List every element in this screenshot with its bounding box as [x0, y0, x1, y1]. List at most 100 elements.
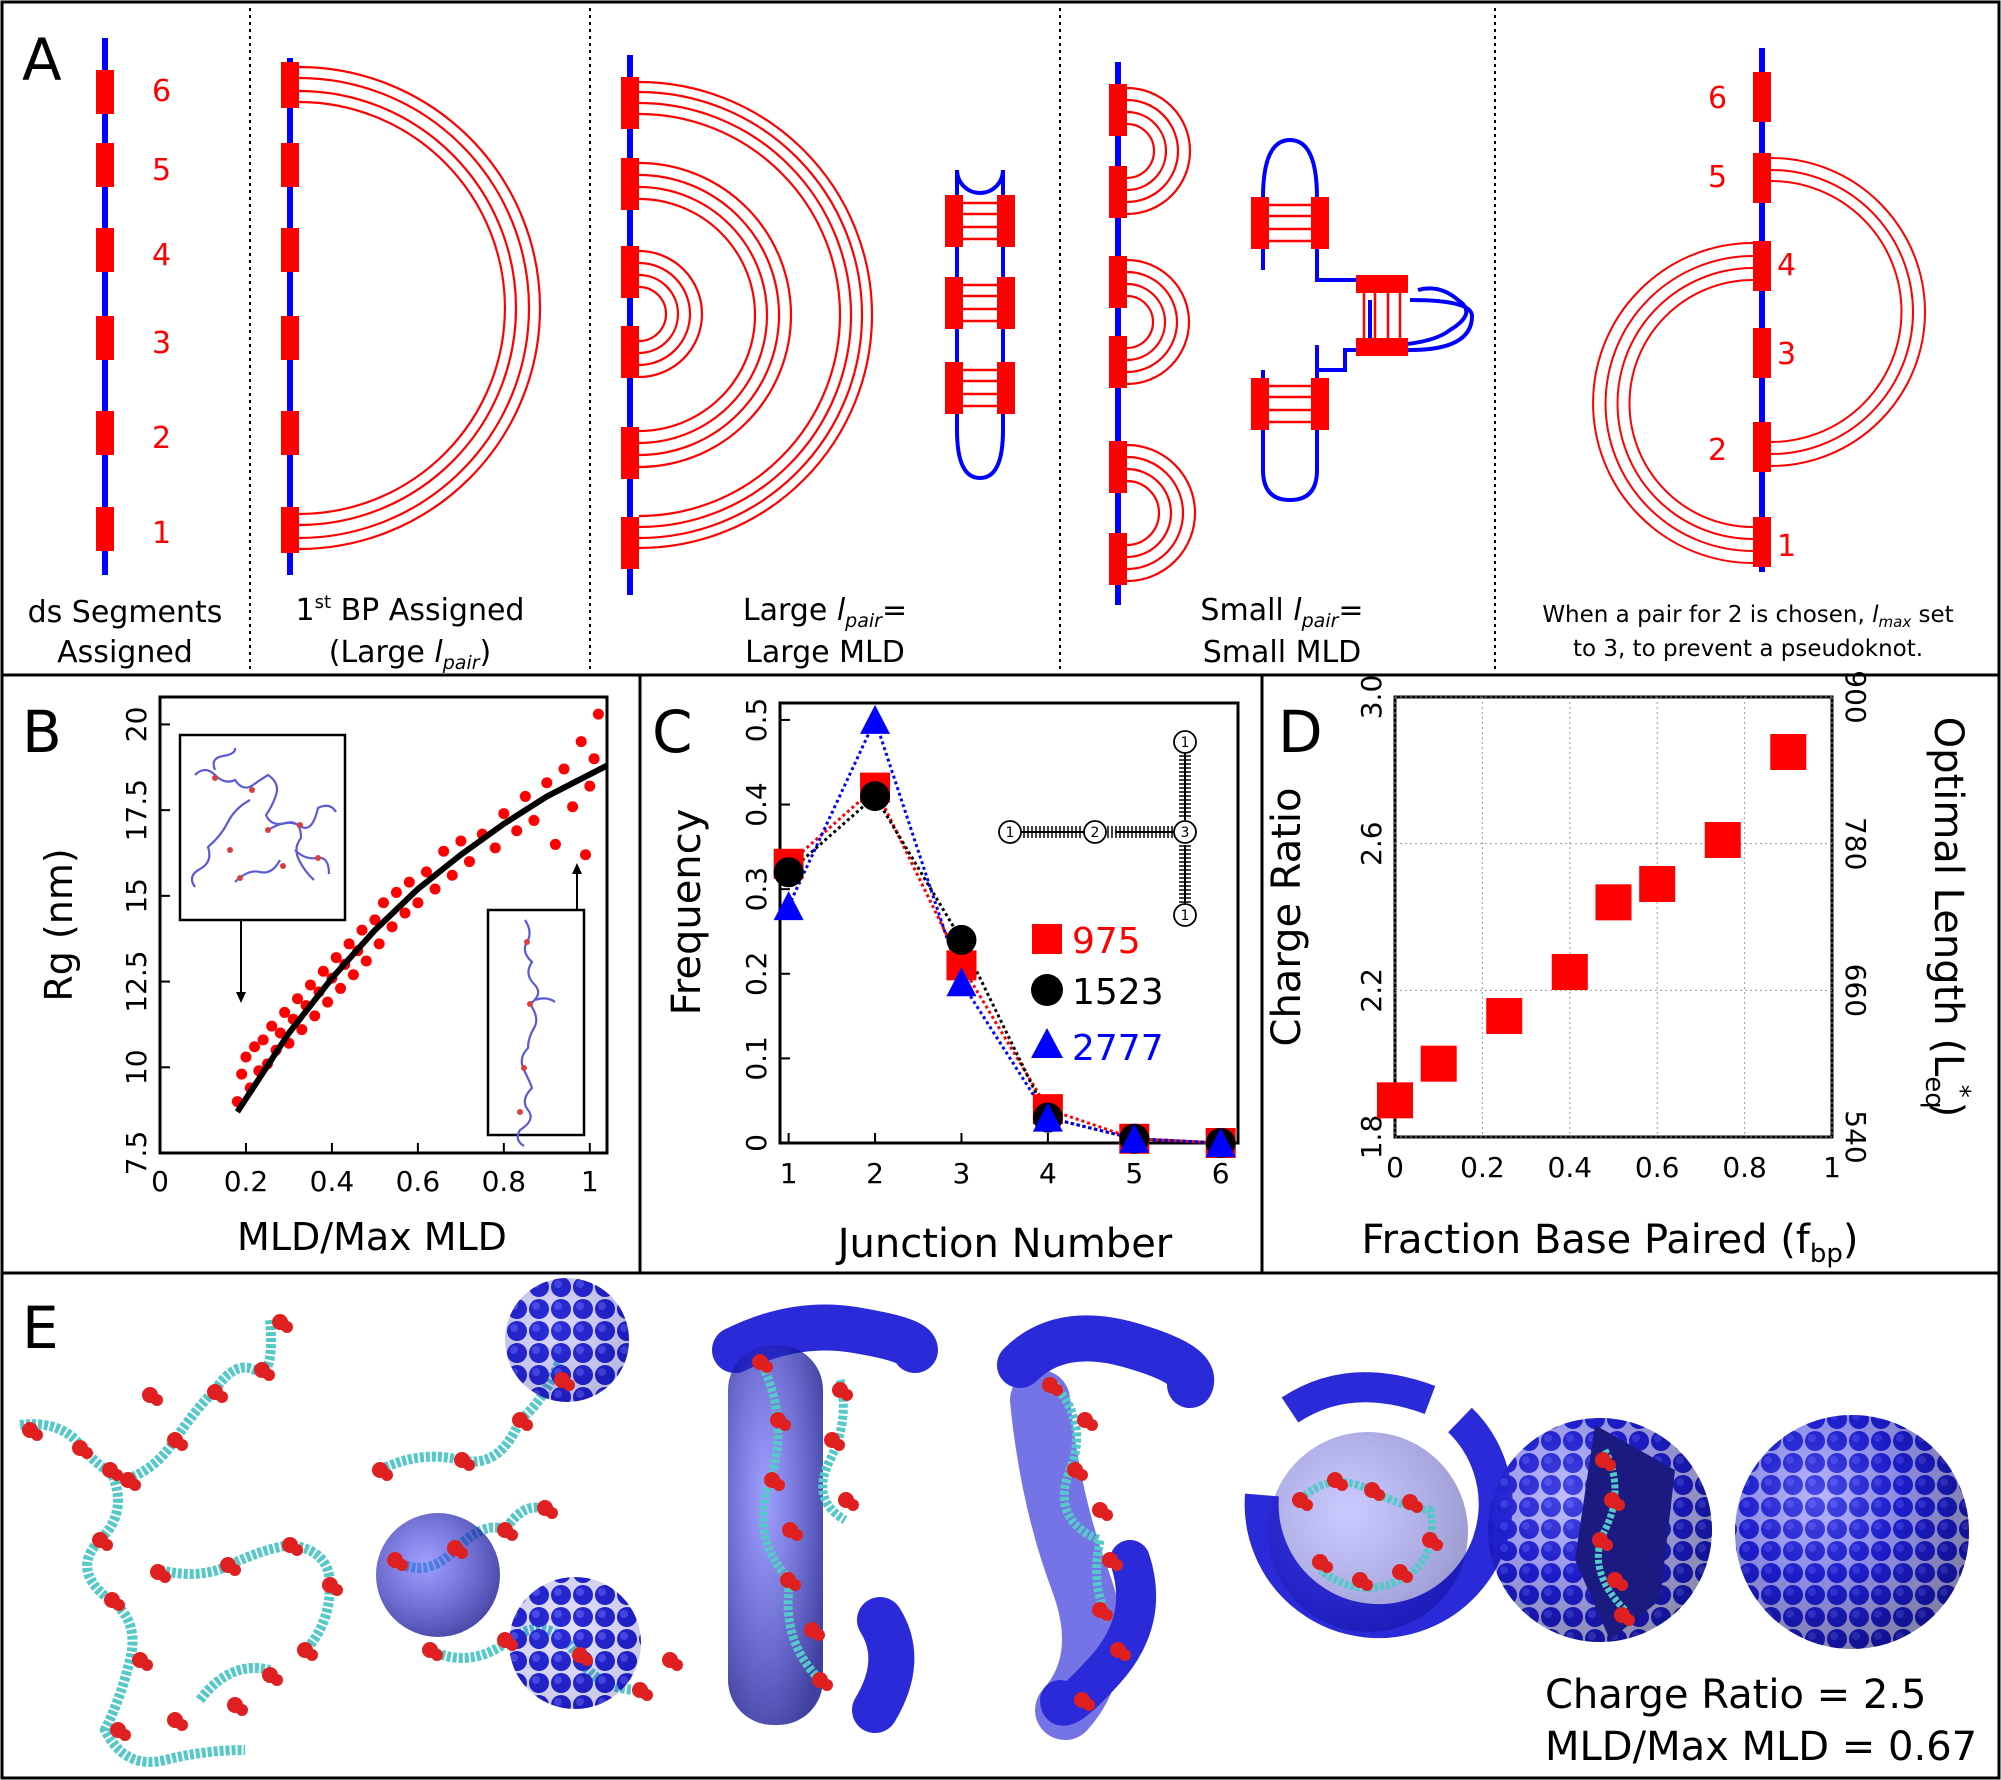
y-tick-label: 12.5: [120, 950, 153, 1012]
series-marker: [773, 857, 804, 888]
inset-node: 1: [1181, 735, 1190, 751]
data-point: [446, 869, 458, 881]
bead: [111, 1469, 123, 1481]
series-marker: [1119, 1123, 1150, 1153]
bead: [1604, 1459, 1616, 1471]
bead: [176, 1719, 188, 1731]
y-tick-label: 0.1: [740, 1036, 773, 1081]
y2-tick-label: 660: [1839, 964, 1872, 1017]
bead: [1101, 1609, 1113, 1621]
bead: [581, 1654, 593, 1666]
data-point: [322, 996, 334, 1008]
snapshot-open-capsid: [1244, 1372, 1513, 1639]
segment-number: 5: [1708, 160, 1727, 195]
bead: [833, 1439, 845, 1451]
segment-number: 6: [152, 74, 171, 109]
b-xlabel: MLD/Max MLD: [237, 1215, 507, 1259]
d-xlabel: Fraction Base Paired (fbp): [1361, 1217, 1858, 1269]
segment-number: 4: [152, 238, 171, 273]
y-tick-label: 10: [120, 1049, 153, 1085]
c-xlabel: Junction Number: [835, 1221, 1173, 1267]
caption-pseudoknot-2: to 3, to prevent a pseudoknot.: [1573, 636, 1923, 662]
data-point: [343, 938, 355, 950]
bead: [306, 1649, 318, 1661]
legend-2777: 2777: [1072, 1028, 1164, 1069]
d-y2label: Optimal Length (Leq*): [1919, 717, 1975, 1118]
bead: [159, 1571, 171, 1583]
series-marker: [773, 891, 804, 921]
series-marker: [1205, 1128, 1236, 1157]
data-point: [549, 838, 561, 850]
legend-1523: 1523: [1072, 972, 1164, 1013]
c-ticks: 1 2 3 4 5 6 0 0.1 0.2 0.3 0.4 0.5: [740, 698, 1230, 1190]
series-line: [787, 785, 1221, 1145]
data-point: [257, 1034, 269, 1046]
x-tick-label: 3: [953, 1157, 971, 1190]
fit-curve: [234, 762, 609, 1114]
y-tick-label: 15: [120, 878, 153, 914]
panel-a-dividers: [249, 8, 1496, 670]
bead: [81, 1447, 93, 1459]
bead: [1601, 1539, 1613, 1551]
data-point: [463, 856, 475, 868]
bead: [506, 1529, 518, 1541]
bead: [521, 1419, 533, 1431]
d-ylabel: Charge Ratio: [1264, 788, 1310, 1047]
data-point: [455, 835, 467, 847]
data-point: [558, 763, 570, 775]
bead: [236, 1704, 248, 1716]
y2-tick-label: 780: [1839, 817, 1872, 870]
bead: [506, 1639, 518, 1651]
bead: [281, 1321, 293, 1333]
data-point: [1420, 1045, 1457, 1082]
y-tick-label: 20: [120, 707, 153, 743]
bead: [847, 1499, 859, 1511]
caption-large-mld: Large MLD: [745, 635, 905, 670]
bead: [113, 1599, 125, 1611]
plot-frame: [158, 695, 609, 1155]
panel-letter-b: B: [22, 698, 62, 766]
y-tick-label: 0.5: [740, 698, 773, 743]
first-bp-assigned-diagram: 1st BP Assigned (Large lpair): [281, 58, 542, 674]
segment-number: 3: [152, 326, 171, 361]
bead: [1623, 1614, 1635, 1626]
bead: [1616, 1579, 1628, 1591]
y-tick-label: 2.6: [1355, 821, 1388, 866]
data-point: [274, 1027, 286, 1039]
data-point: [567, 801, 579, 813]
segment-number: 4: [1777, 248, 1796, 283]
data-point: [1551, 954, 1588, 990]
bead: [176, 1439, 188, 1451]
data-point: [399, 907, 411, 919]
bead: [1086, 1419, 1098, 1431]
inset-node: 1: [1181, 908, 1190, 924]
snapshot-elongated-1: [712, 1304, 938, 1733]
inset-branched-molecule: [178, 733, 347, 1003]
data-point: [592, 708, 604, 720]
y-tick-label: 0: [740, 1134, 773, 1152]
d-ticks: 0 0.2 0.4 0.6 0.8 1 1.8 540 2.2 660 2.6 780 3.0 900: [1355, 670, 1872, 1184]
data-point: [304, 979, 316, 991]
y-tick-label: 1.8: [1355, 1115, 1388, 1160]
bead: [841, 1389, 853, 1401]
y-tick-label: 17.5: [120, 779, 153, 841]
bead: [1321, 1561, 1333, 1573]
bead: [761, 1361, 773, 1373]
x-tick-label: 0.2: [224, 1165, 269, 1198]
bead: [1301, 1499, 1313, 1511]
series-marker: [860, 781, 891, 812]
data-point: [519, 790, 531, 802]
x-tick-label: 0.4: [1548, 1151, 1593, 1184]
bead: [821, 1679, 833, 1691]
inset-node: 2: [1091, 825, 1100, 841]
three-way-junction: [1261, 137, 1475, 503]
data-point: [378, 897, 389, 909]
panel-letter-a: A: [22, 26, 62, 94]
snapshot-bare-rna: [19, 1314, 343, 1767]
snapshot-closed-capsid: [1735, 1415, 1969, 1649]
x-tick-label: 6: [1212, 1157, 1230, 1190]
data-point: [296, 1024, 308, 1036]
bead: [1361, 1579, 1373, 1591]
